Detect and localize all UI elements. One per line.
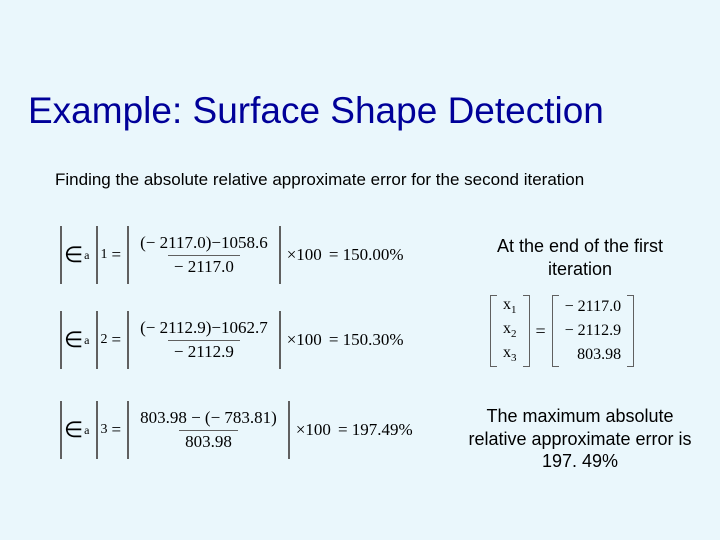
eq3-result: = 197.49% — [338, 420, 413, 440]
page-title: Example: Surface Shape Detection — [28, 90, 604, 132]
eq1-mult: ×100 — [287, 245, 322, 265]
eq2-index: 2 — [101, 332, 108, 348]
eq3-index: 3 — [101, 422, 108, 438]
eq1-denominator: − 2117.0 — [168, 255, 240, 277]
epsilon-symbol: ∈ — [64, 242, 83, 268]
eq2-numerator: (− 2112.9)−1062.7 — [134, 318, 274, 339]
note-max-error: The maximum absolute relative approximat… — [455, 405, 705, 473]
epsilon-sub: a — [84, 248, 89, 263]
vector-val-2: − 2112.9 — [565, 323, 621, 339]
eq3-mult: ×100 — [296, 420, 331, 440]
eq2-result: = 150.30% — [329, 330, 404, 350]
equation-3: ∈ a 3 = 803.98 − (− 783.81) 803.98 ×100 … — [58, 400, 413, 460]
subtitle: Finding the absolute relative approximat… — [55, 170, 584, 190]
eq2-mult: ×100 — [287, 330, 322, 350]
iteration-vector: x1 x2 x3 = − 2117.0 − 2112.9 803.98 — [490, 295, 634, 367]
eq3-numerator: 803.98 − (− 783.81) — [134, 408, 283, 429]
eq1-numerator: (− 2117.0)−1058.6 — [134, 233, 274, 254]
eq1-index: 1 — [101, 247, 108, 263]
eq3-denominator: 803.98 — [179, 430, 238, 452]
equation-1: ∈ a 1 = (− 2117.0)−1058.6 − 2117.0 ×100 … — [58, 225, 404, 285]
vector-val-1: − 2117.0 — [565, 299, 621, 315]
equation-2: ∈ a 2 = (− 2112.9)−1062.7 − 2112.9 ×100 … — [58, 310, 404, 370]
note-first-iteration: At the end of the first iteration — [470, 235, 690, 280]
eq2-denominator: − 2112.9 — [168, 340, 240, 362]
eq1-result: = 150.00% — [329, 245, 404, 265]
vector-val-3: 803.98 — [565, 347, 621, 363]
